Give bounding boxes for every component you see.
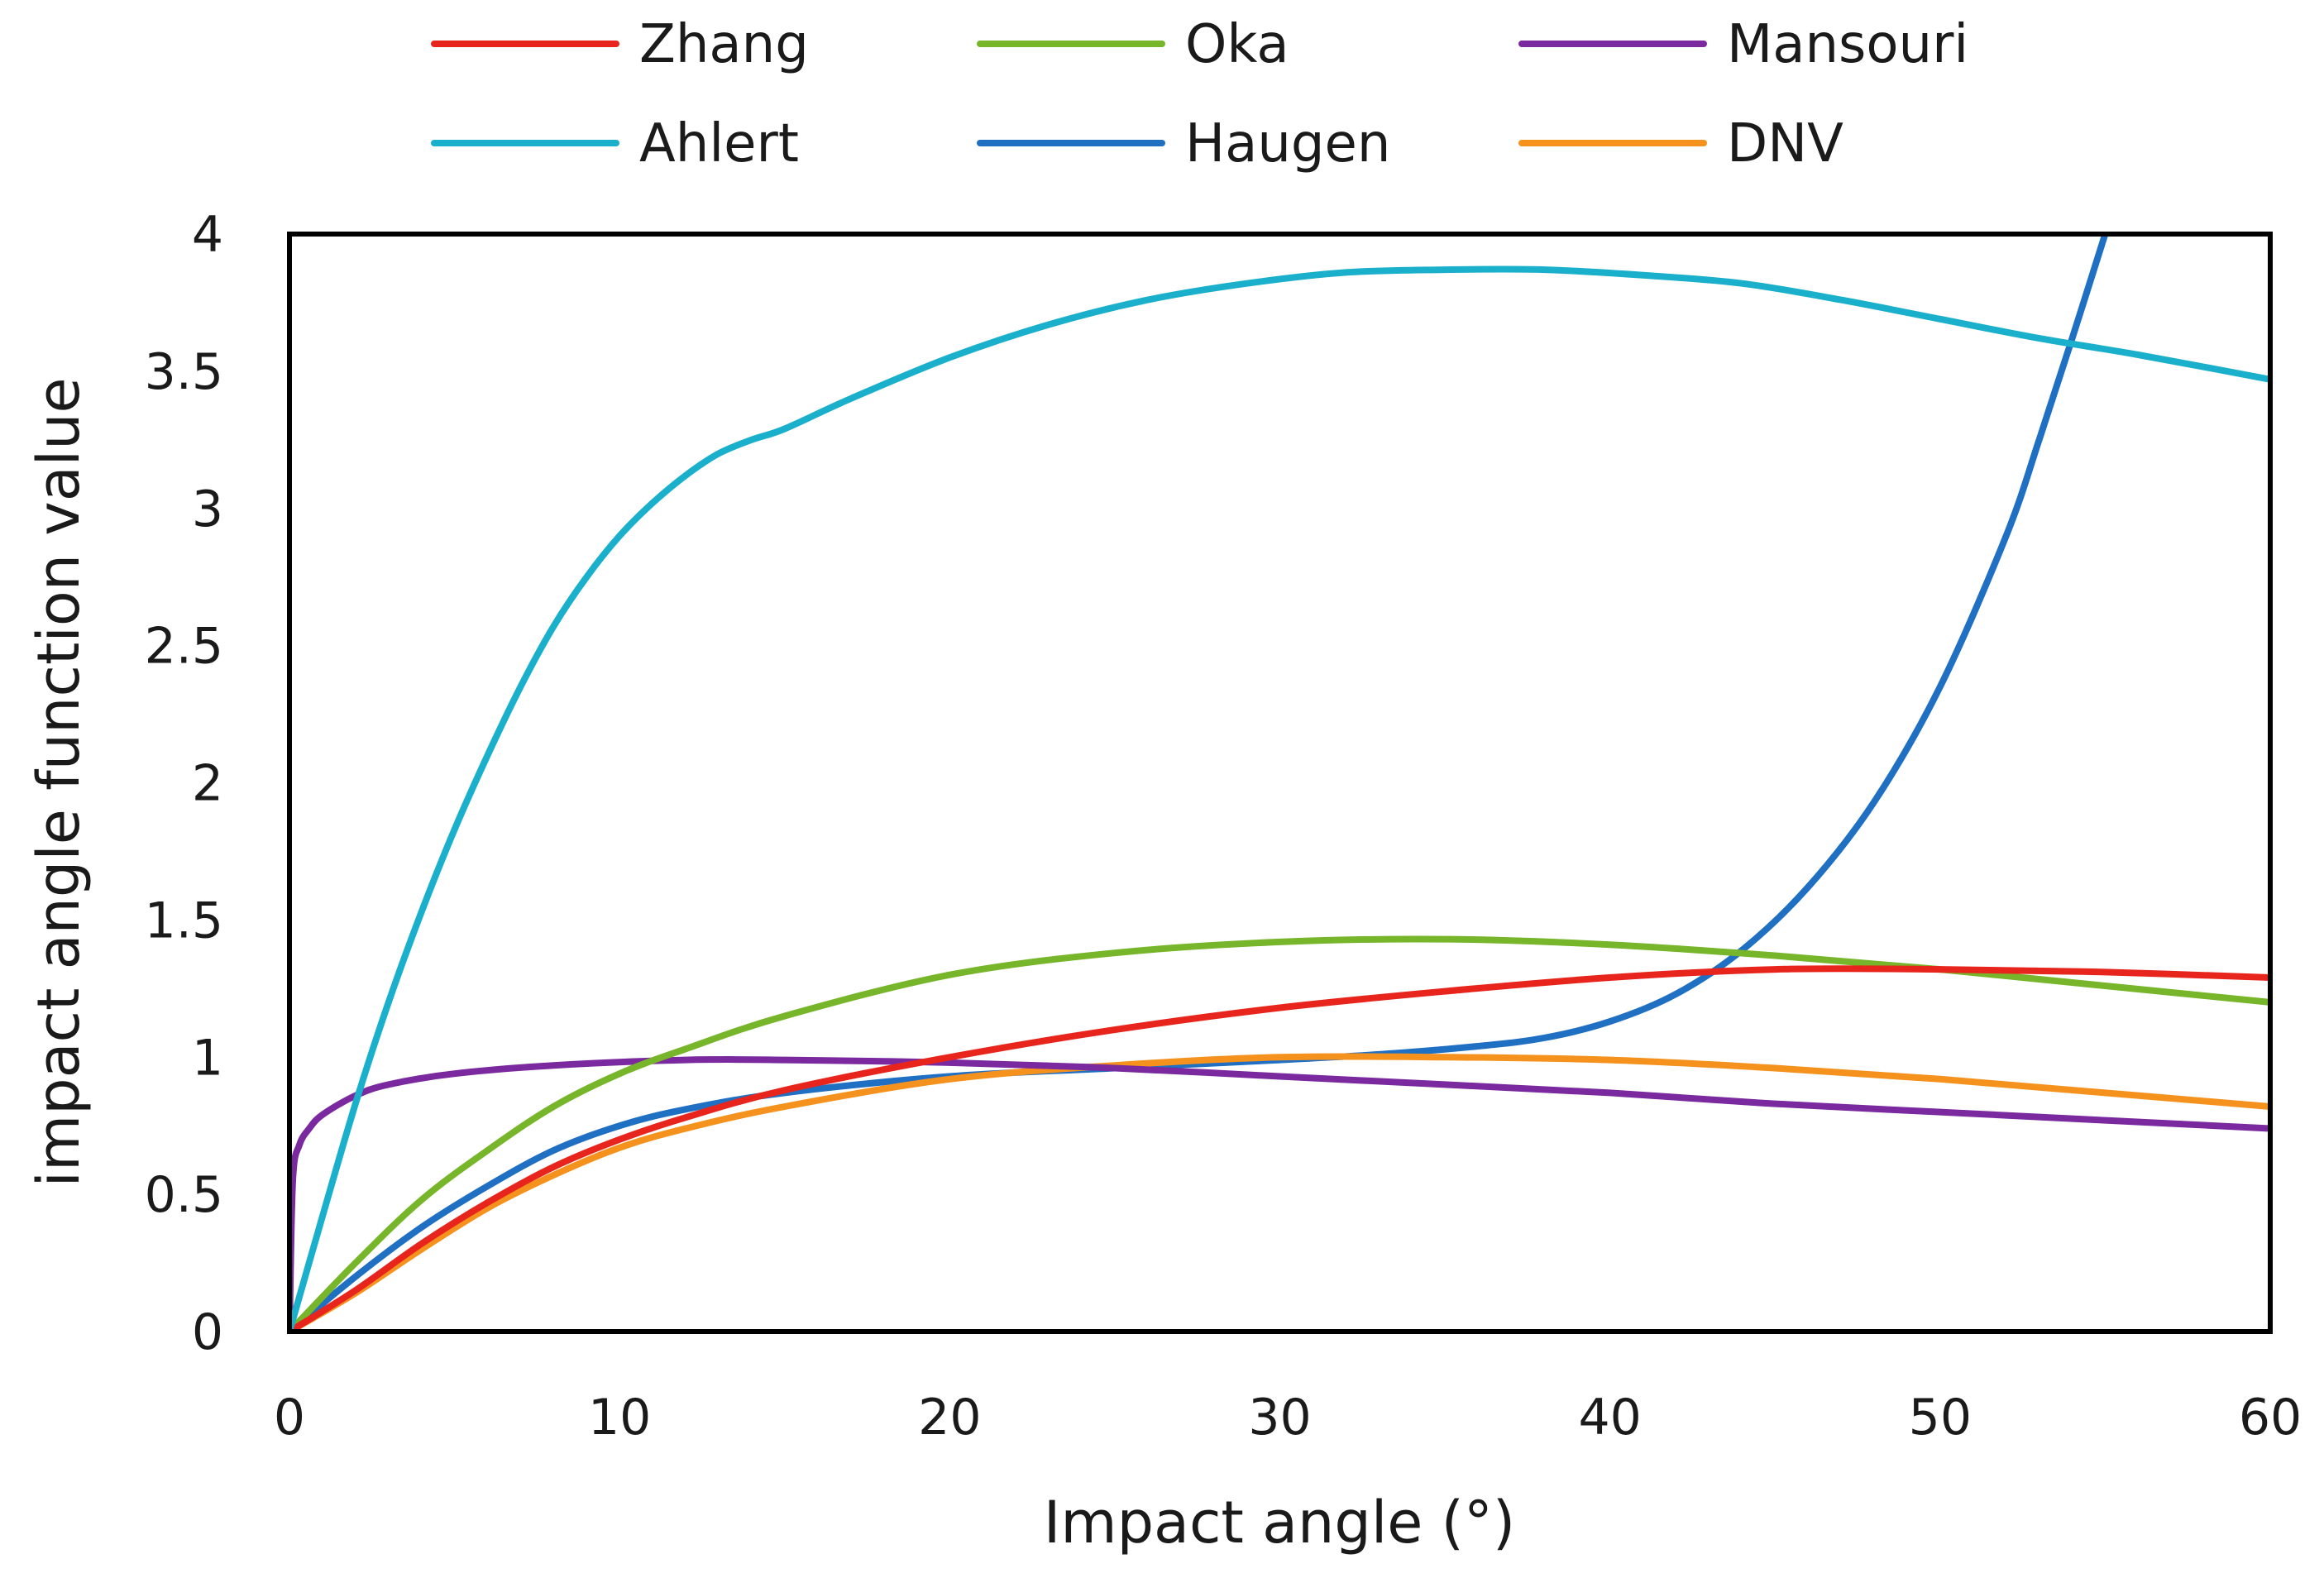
x-tick-label: 0	[274, 1389, 305, 1446]
y-tick-label: 2.5	[145, 618, 223, 676]
y-axis-title: impact angle function value	[25, 377, 93, 1187]
y-tick-label: 0.5	[145, 1166, 223, 1224]
legend-label-dnv: DNV	[1727, 113, 1843, 175]
y-tick-label: 2	[192, 755, 223, 813]
y-tick-label: 4	[192, 206, 223, 264]
y-tick-label: 1	[192, 1029, 223, 1087]
series-line-ahlert	[289, 265, 2270, 1332]
legend-label-mansouri: Mansouri	[1727, 14, 1968, 75]
y-tick-label: 3	[192, 481, 223, 538]
series-line-dnv	[289, 1053, 2270, 1332]
y-tick-label: 0	[192, 1303, 223, 1361]
y-tick-label: 3.5	[145, 343, 223, 401]
x-tick-label: 60	[2239, 1389, 2302, 1446]
series-line-zhang	[289, 965, 2270, 1332]
y-tick-label: 1.5	[145, 892, 223, 949]
series-lines	[289, 234, 2270, 1332]
legend-label-haugen: Haugen	[1185, 113, 1390, 175]
legend-label-oka: Oka	[1185, 14, 1289, 75]
plot-area-frame	[287, 232, 2273, 1334]
x-tick-label: 40	[1578, 1389, 1641, 1446]
series-line-haugen	[289, 234, 2109, 1332]
y-axis-ticks: 0 0.5 1 1.5 2 2.5 3 3.5 4	[145, 206, 223, 1361]
legend: Zhang Oka Mansouri Ahlert Haugen DNV	[431, 14, 1968, 175]
x-axis-title: Impact angle (°)	[1044, 1489, 1515, 1556]
x-tick-label: 10	[588, 1389, 651, 1446]
x-tick-label: 50	[1909, 1389, 1972, 1446]
legend-label-zhang: Zhang	[639, 14, 809, 75]
x-tick-label: 30	[1248, 1389, 1311, 1446]
series-line-mansouri	[289, 1055, 2270, 1332]
x-tick-label: 20	[918, 1389, 981, 1446]
x-axis-ticks: 0 10 20 30 40 50 60	[274, 1389, 2302, 1446]
series-line-oka	[289, 935, 2270, 1332]
legend-label-ahlert: Ahlert	[639, 113, 799, 175]
